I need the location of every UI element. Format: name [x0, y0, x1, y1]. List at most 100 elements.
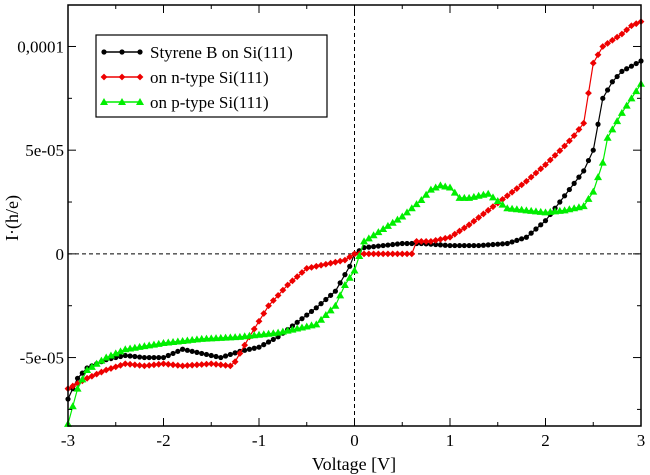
data-point — [523, 177, 530, 185]
data-point — [150, 361, 158, 369]
data-point — [532, 169, 540, 177]
data-point — [131, 361, 139, 369]
legend: Styrene B on Si(111) on n-type Si(111) on … — [95, 34, 328, 118]
data-point — [198, 361, 206, 368]
data-point — [488, 193, 497, 201]
data-point — [284, 281, 292, 289]
data-point — [546, 156, 554, 164]
data-point — [174, 361, 182, 369]
data-point — [331, 301, 340, 309]
data-point — [566, 186, 572, 193]
data-point — [145, 361, 153, 369]
data-point — [384, 250, 392, 258]
data-point — [470, 217, 478, 225]
data-point — [581, 168, 587, 174]
data-point — [393, 215, 402, 223]
data-point — [126, 360, 134, 368]
data-point — [390, 241, 396, 248]
data-point — [460, 224, 468, 232]
data-point — [246, 346, 253, 352]
data-point — [519, 236, 525, 242]
data-point — [355, 251, 364, 259]
data-point — [417, 195, 426, 203]
data-point — [270, 336, 276, 343]
data-point — [83, 366, 92, 374]
data-point — [322, 260, 330, 268]
data-point — [312, 262, 320, 270]
x-tick-label: -3 — [61, 431, 75, 450]
data-point — [374, 250, 382, 258]
data-point — [417, 238, 425, 245]
data-point — [213, 353, 219, 360]
data-point — [111, 349, 120, 357]
data-point — [498, 200, 507, 208]
data-point — [255, 317, 263, 325]
data-point — [404, 240, 410, 247]
data-point — [575, 126, 583, 133]
legend-label: Styrene B on Si(111) — [150, 43, 293, 62]
data-point — [466, 242, 472, 249]
data-point — [599, 43, 607, 50]
data-point — [604, 39, 611, 47]
data-point — [403, 250, 411, 258]
data-point — [279, 286, 287, 294]
data-point — [242, 347, 248, 353]
data-point — [452, 242, 458, 249]
data-point — [442, 242, 448, 248]
data-point — [160, 354, 167, 361]
data-point — [465, 221, 473, 229]
data-point — [226, 362, 234, 370]
data-point — [347, 263, 353, 269]
data-point — [490, 241, 496, 248]
data-point — [551, 151, 559, 159]
data-point — [327, 259, 335, 267]
data-point — [527, 173, 535, 181]
data-point — [433, 241, 439, 248]
data-point — [451, 230, 459, 238]
data-point — [508, 188, 516, 196]
data-point — [165, 352, 171, 359]
data-point — [613, 33, 621, 41]
data-point — [379, 250, 387, 258]
data-point — [504, 240, 510, 247]
data-point — [485, 242, 491, 248]
data-point — [590, 147, 596, 153]
data-point — [170, 350, 176, 357]
data-point — [260, 310, 268, 317]
data-point — [427, 238, 435, 245]
data-point — [624, 66, 630, 72]
data-point — [151, 354, 157, 361]
data-point — [218, 354, 224, 361]
data-point — [385, 242, 391, 248]
data-point — [68, 402, 77, 410]
data-point — [446, 233, 454, 241]
data-point — [409, 240, 415, 247]
data-point — [408, 250, 416, 258]
data-point — [360, 250, 368, 258]
data-point — [608, 125, 617, 133]
legend-marker — [137, 49, 143, 55]
data-point — [561, 142, 568, 150]
data-point — [495, 241, 501, 247]
data-point — [261, 341, 267, 348]
data-point — [336, 257, 344, 265]
data-point — [441, 182, 450, 190]
data-point — [394, 250, 401, 258]
data-point — [208, 352, 214, 359]
data-point — [619, 68, 625, 74]
data-point — [73, 384, 82, 392]
data-point — [471, 242, 477, 249]
data-point — [141, 354, 147, 361]
data-point — [598, 158, 607, 166]
data-point — [265, 302, 272, 310]
data-point — [595, 121, 601, 127]
data-point — [383, 221, 392, 229]
data-point — [323, 296, 329, 303]
data-point — [456, 242, 463, 249]
x-tick-label: -2 — [156, 431, 170, 450]
data-point — [79, 370, 85, 376]
data-point — [437, 235, 444, 243]
legend-label: on n-type Si(111) — [150, 68, 269, 87]
data-point — [193, 361, 201, 369]
data-point — [379, 224, 388, 232]
